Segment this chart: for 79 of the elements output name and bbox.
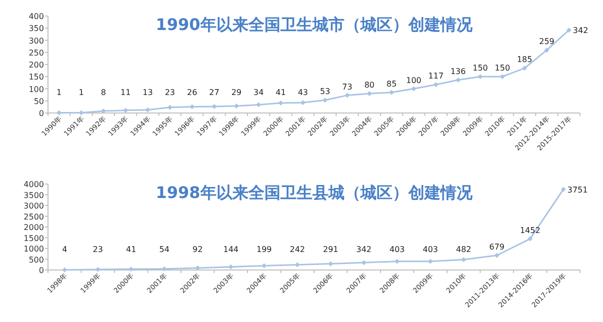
y-tick-label: 2000	[24, 223, 44, 232]
point	[522, 66, 528, 71]
point	[560, 186, 566, 192]
data-label: 117	[428, 72, 444, 81]
data-label: 259	[539, 37, 554, 46]
data-label: 136	[450, 67, 466, 76]
y-tick-label: 350	[28, 24, 44, 34]
point	[278, 100, 284, 106]
y-tick-label: 250	[28, 48, 44, 58]
data-label: 4	[62, 245, 68, 254]
y-tick-label: 0	[38, 266, 44, 275]
data-label: 11	[120, 88, 131, 97]
data-label: 80	[364, 80, 375, 90]
y-tick-label: 300	[28, 36, 44, 46]
data-label: 291	[322, 245, 338, 254]
y-tick-label: 400	[28, 12, 44, 21]
data-label: 342	[572, 26, 588, 36]
point	[212, 104, 217, 109]
data-label: 342	[356, 245, 372, 254]
data-label: 403	[422, 245, 438, 254]
point	[566, 28, 572, 33]
point	[456, 78, 461, 83]
data-label: 1	[78, 88, 84, 97]
y-tick-label: 4000	[24, 180, 44, 189]
data-label: 150	[472, 64, 488, 73]
y-tick-label: 1000	[24, 244, 44, 254]
y-tick-label: 2500	[24, 212, 44, 222]
data-label: 27	[209, 88, 220, 97]
data-label: 53	[320, 87, 330, 96]
data-label: 85	[386, 79, 397, 88]
point	[256, 102, 262, 108]
point	[167, 104, 172, 110]
data-label: 8	[100, 88, 106, 97]
point	[494, 252, 500, 258]
data-label: 73	[342, 82, 352, 92]
point	[344, 92, 350, 98]
y-tick-label: 150	[28, 72, 44, 82]
y-tick-label: 1500	[24, 234, 44, 243]
data-label: 92	[192, 245, 203, 254]
data-label: 41	[276, 88, 286, 97]
data-label: 1	[56, 88, 62, 97]
y-tick-label: 100	[28, 84, 44, 94]
point	[411, 86, 416, 92]
chart-title: 1998年以来全国卫生县城（城区）创建情况	[156, 183, 474, 202]
data-label: 403	[389, 245, 405, 254]
data-label: 41	[126, 245, 136, 254]
data-label: 679	[489, 242, 505, 252]
data-label: 242	[290, 245, 306, 254]
data-label: 3751	[567, 185, 588, 194]
point	[461, 257, 466, 262]
point	[528, 236, 533, 242]
data-label: 23	[164, 88, 176, 97]
point	[322, 98, 328, 103]
y-tick-label: 3000	[24, 202, 44, 210]
data-label: 150	[494, 64, 510, 73]
data-label: 29	[231, 88, 242, 97]
data-label: 34	[253, 88, 264, 97]
point	[389, 90, 394, 95]
data-label: 100	[406, 76, 422, 85]
data-label: 26	[186, 88, 198, 97]
point	[145, 107, 150, 112]
point	[544, 48, 550, 53]
y-tick-label: 50	[34, 96, 44, 106]
data-label: 23	[92, 245, 103, 254]
point	[433, 82, 438, 88]
data-label: 144	[223, 245, 239, 254]
point	[478, 74, 483, 80]
data-label: 43	[298, 88, 308, 97]
data-label: 13	[142, 88, 153, 97]
data-label: 482	[456, 245, 472, 254]
y-tick-label: 500	[28, 255, 44, 264]
y-tick-label: 3500	[24, 190, 44, 200]
chart-title: 1990年以来全国卫生城市（城区）创建情况	[156, 15, 474, 34]
data-label: 1452	[520, 226, 540, 235]
data-label: 54	[159, 245, 170, 254]
data-label: 199	[256, 245, 272, 254]
y-tick-label: 0	[38, 109, 44, 118]
data-label: 185	[516, 55, 532, 64]
y-tick-label: 200	[28, 60, 44, 70]
